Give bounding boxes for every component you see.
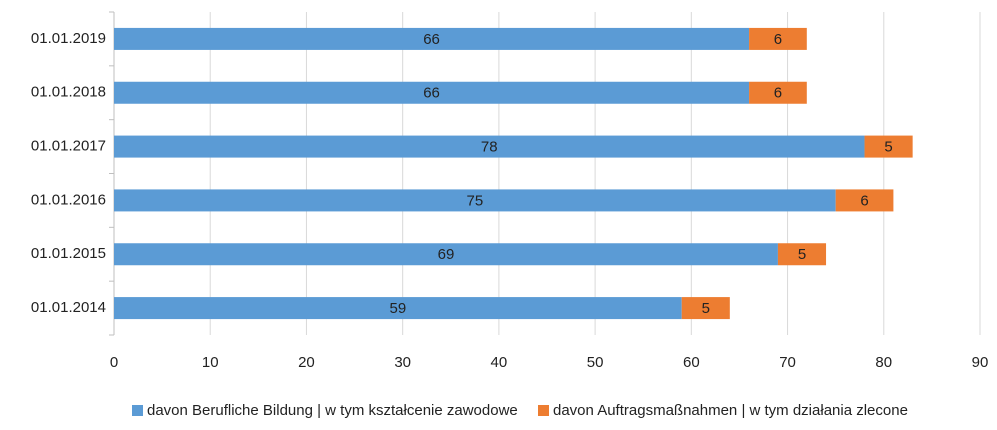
- y-tick-label: 01.01.2015: [31, 245, 106, 262]
- bar-segment: [114, 27, 750, 50]
- x-tick-label: 20: [298, 354, 315, 371]
- x-tick-label: 80: [875, 354, 892, 371]
- bar-segment: [681, 297, 730, 320]
- data-label: 6: [774, 31, 782, 48]
- bar-segment: [114, 243, 778, 266]
- data-label: 5: [884, 139, 892, 156]
- bar-segment: [114, 81, 750, 104]
- y-tick-label: 01.01.2017: [31, 138, 106, 155]
- data-label: 66: [423, 31, 440, 48]
- x-tick-label: 0: [110, 354, 118, 371]
- x-tick-label: 50: [587, 354, 604, 371]
- bar-segment: [114, 189, 836, 212]
- bar-segment: [864, 135, 913, 158]
- bar-segment: [114, 135, 865, 158]
- bar-segment: [749, 27, 807, 50]
- legend-label: davon Berufliche Bildung | w tym kształc…: [147, 402, 518, 419]
- data-label: 69: [438, 246, 455, 263]
- bar-segment: [835, 189, 894, 212]
- bar-segment: [777, 243, 827, 266]
- data-label: 75: [466, 192, 483, 209]
- y-tick-label: 01.01.2014: [31, 299, 106, 316]
- legend-swatch: [538, 405, 549, 416]
- legend-swatch: [132, 405, 143, 416]
- x-tick-label: 60: [683, 354, 700, 371]
- data-label: 78: [481, 139, 498, 156]
- data-label: 59: [390, 300, 407, 317]
- legend-label: davon Auftragsmaßnahmen | w tym działani…: [553, 402, 908, 419]
- bar-segment: [114, 297, 682, 320]
- y-tick-label: 01.01.2016: [31, 191, 106, 208]
- data-label: 6: [774, 85, 782, 102]
- y-tick-label: 01.01.2018: [31, 84, 106, 101]
- data-label: 6: [860, 192, 868, 209]
- bar-segment: [749, 81, 807, 104]
- data-label: 5: [798, 246, 806, 263]
- y-tick-label: 01.01.2019: [31, 30, 106, 47]
- x-tick-label: 90: [972, 354, 989, 371]
- x-tick-label: 10: [202, 354, 219, 371]
- x-tick-label: 40: [491, 354, 508, 371]
- x-tick-label: 30: [394, 354, 411, 371]
- x-tick-label: 70: [779, 354, 796, 371]
- data-label: 66: [423, 85, 440, 102]
- data-label: 5: [702, 300, 710, 317]
